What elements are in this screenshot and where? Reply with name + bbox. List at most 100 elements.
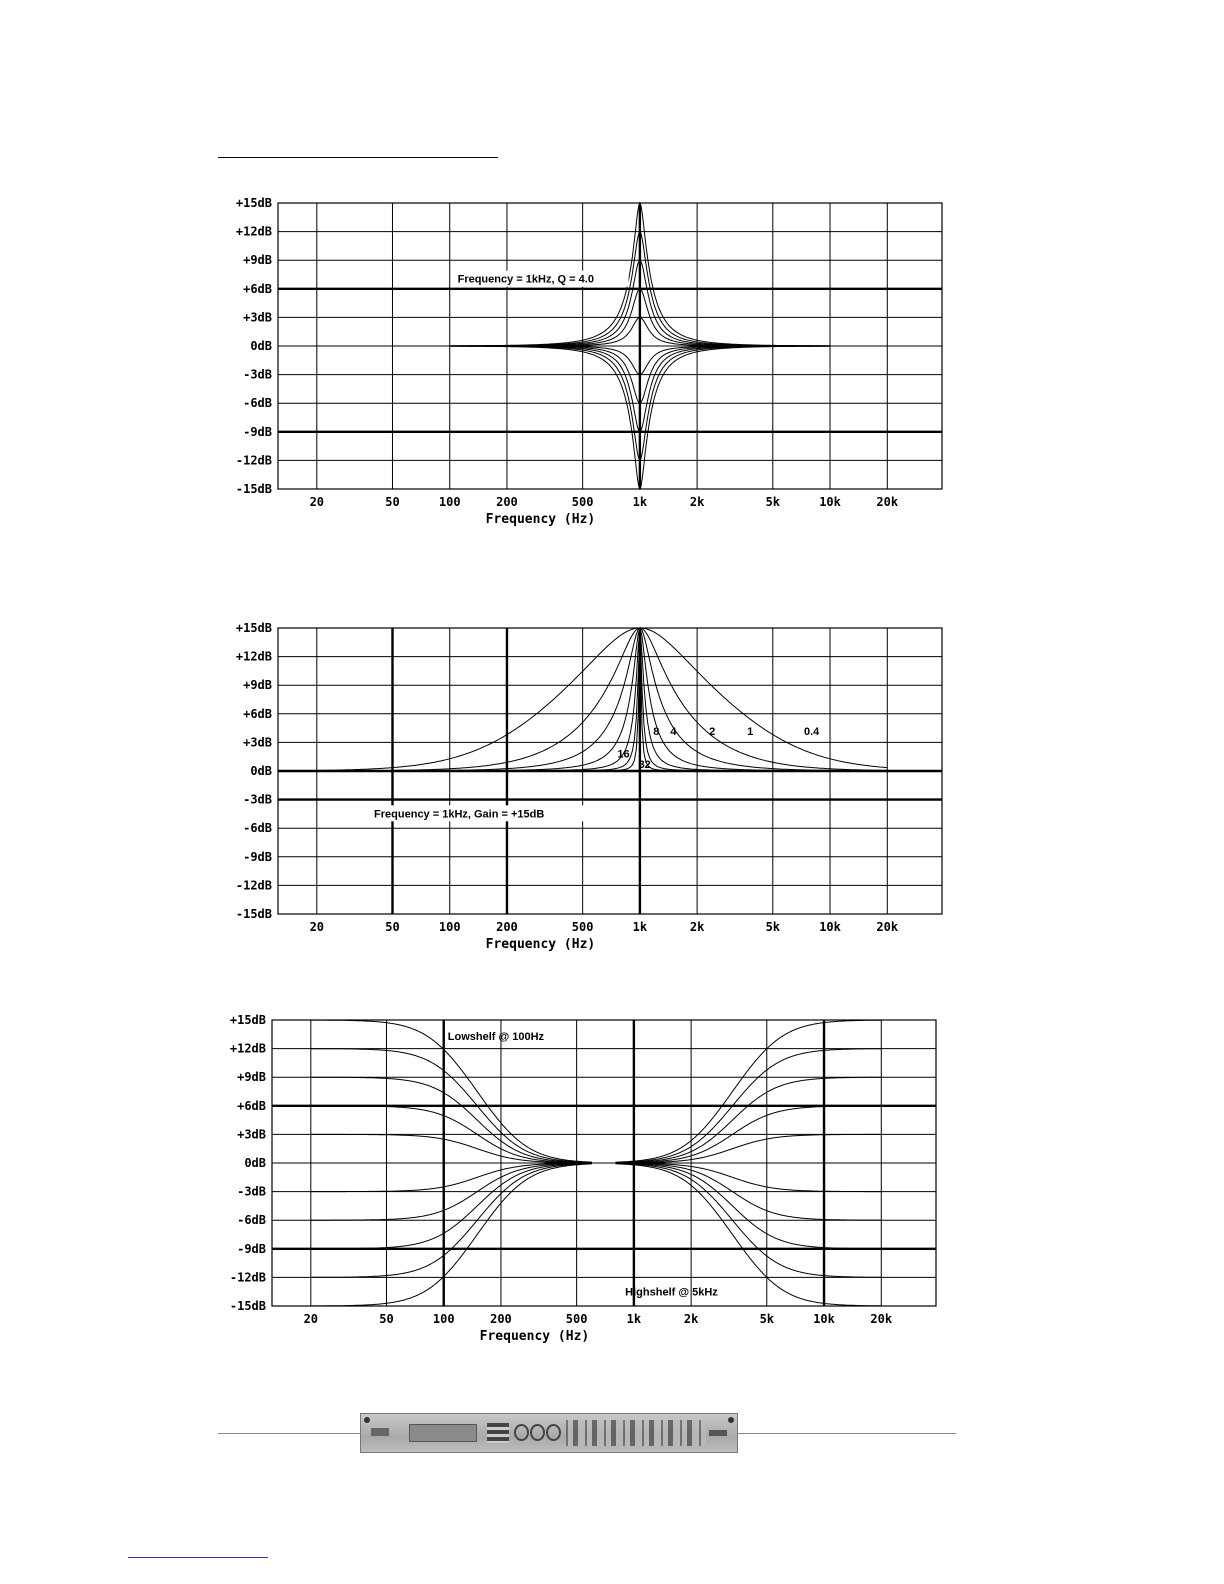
x-tick-label: 200 (490, 1312, 512, 1326)
logo-icon (371, 1428, 389, 1436)
knob-icon (546, 1424, 561, 1441)
x-tick-label: 20 (310, 920, 324, 934)
series-label: 2 (709, 726, 715, 738)
series-line (310, 1162, 592, 1250)
series-line (316, 627, 888, 771)
y-tick-label: -6dB (243, 821, 272, 835)
y-tick-label: +12dB (236, 225, 272, 239)
series-line (615, 1133, 882, 1164)
y-tick-label: +12dB (236, 650, 272, 664)
x-axis-label: Frequency (Hz) (486, 512, 596, 527)
rack-screw-icon (364, 1417, 370, 1423)
lowshelf-annotation: Lowshelf @ 100Hz (448, 1031, 545, 1043)
x-tick-label: 5k (766, 495, 781, 509)
x-tick-label: 2k (690, 920, 705, 934)
brand-icon (709, 1430, 727, 1436)
chart-svg: +15dB +12dB +9dB +6dB +3dB 0dB -3dB -6dB -9dB -12… (230, 1013, 937, 1344)
x-tick-label: 500 (572, 920, 594, 934)
meters-icon (566, 1420, 706, 1446)
y-tick-label: -6dB (243, 396, 272, 410)
series-line (615, 1105, 882, 1164)
series-label: 4 (670, 726, 677, 738)
annotation-bg (370, 805, 586, 822)
footer-rule-right (738, 1433, 956, 1434)
x-tick-label: 100 (433, 1312, 455, 1326)
series-label: 0.4 (804, 726, 820, 738)
series-label: 8 (653, 726, 659, 738)
series-line (310, 1162, 592, 1193)
series-line (310, 1019, 592, 1163)
x-tick-label: 1k (633, 495, 648, 509)
series-label: 32 (639, 759, 651, 771)
series-line (310, 1162, 592, 1221)
x-tick-label: 500 (566, 1312, 588, 1326)
series-line (310, 1048, 592, 1163)
y-tick-label: 0dB (250, 764, 272, 778)
y-tick-label: 0dB (244, 1156, 266, 1170)
highshelf-annotation: Highshelf @ 5kHz (625, 1287, 718, 1299)
y-tick-label: 0dB (250, 339, 272, 353)
y-tick-label: -9dB (237, 1242, 266, 1256)
annotation: Frequency = 1kHz, Q = 4.0 (458, 274, 594, 286)
series-line (615, 1163, 882, 1307)
y-tick-label: -3dB (243, 793, 272, 807)
y-tick-label: -15dB (236, 907, 272, 921)
y-tick-label: -3dB (243, 368, 272, 382)
x-tick-label: 50 (385, 920, 399, 934)
series-line (310, 1163, 592, 1307)
x-tick-label: 2k (690, 495, 705, 509)
y-tick-label: -12dB (236, 878, 272, 892)
series-line (615, 1076, 882, 1164)
series-line (310, 1076, 592, 1164)
x-tick-label: 10k (819, 920, 841, 934)
x-axis-label: Frequency (Hz) (480, 1329, 590, 1344)
y-tick-label: +9dB (243, 678, 272, 692)
x-tick-label: 20 (304, 1312, 318, 1326)
y-tick-label: +15dB (236, 196, 272, 210)
device-front-panel-image (360, 1413, 738, 1453)
x-tick-label: 20k (876, 920, 898, 934)
series-line (316, 627, 888, 772)
y-tick-label: -15dB (236, 482, 272, 496)
y-tick-label: +6dB (237, 1099, 266, 1113)
x-axis-label: Frequency (Hz) (486, 937, 596, 952)
x-tick-label: 5k (766, 920, 781, 934)
y-tick-label: -6dB (237, 1213, 266, 1227)
x-tick-label: 10k (819, 495, 841, 509)
heading-underline (218, 157, 498, 158)
y-tick-label: -3dB (237, 1185, 266, 1199)
x-tick-label: 100 (439, 920, 461, 934)
y-tick-label: +9dB (243, 253, 272, 267)
annotation: Frequency = 1kHz, Gain = +15dB (374, 808, 544, 820)
y-tick-label: +3dB (243, 310, 272, 324)
y-tick-label: +15dB (236, 621, 272, 635)
series-label: 1 (747, 726, 753, 738)
series-label: 16 (617, 749, 629, 761)
series-line (615, 1162, 882, 1221)
knob-icon (514, 1424, 529, 1441)
y-tick-label: +3dB (243, 735, 272, 749)
y-tick-label: -12dB (236, 453, 272, 467)
y-tick-label: +6dB (243, 282, 272, 296)
y-tick-label: -15dB (230, 1299, 266, 1313)
x-tick-label: 20k (870, 1312, 892, 1326)
series-line (615, 1162, 882, 1193)
y-tick-label: +12dB (230, 1042, 266, 1056)
series-line (449, 345, 830, 491)
x-tick-label: 200 (496, 495, 518, 509)
display-icon (409, 1424, 477, 1442)
knob-icon (530, 1424, 545, 1441)
x-tick-label: 5k (760, 1312, 775, 1326)
y-tick-label: +6dB (243, 707, 272, 721)
series-line (310, 1133, 592, 1164)
series-line (615, 1048, 882, 1163)
series-line (316, 632, 888, 772)
y-tick-label: -12dB (230, 1270, 266, 1284)
series-line (615, 1163, 882, 1278)
buttons-icon (487, 1423, 509, 1443)
series-line (310, 1105, 592, 1164)
y-tick-label: +15dB (230, 1013, 266, 1027)
annotation-bg (453, 270, 629, 287)
series-line (310, 1163, 592, 1278)
x-tick-label: 100 (439, 495, 461, 509)
